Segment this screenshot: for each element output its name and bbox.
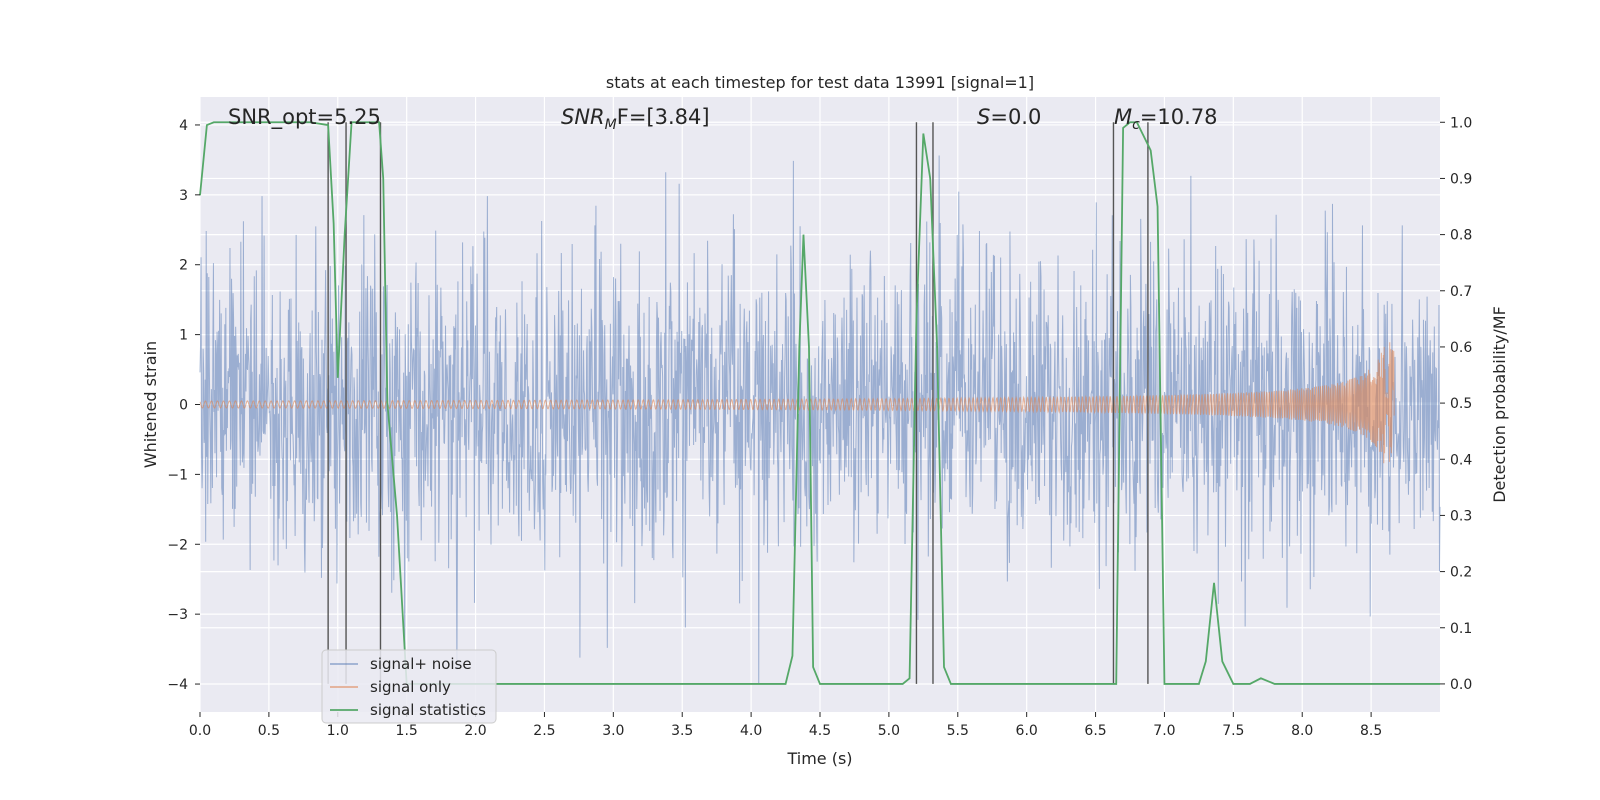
x-tick-label-0: 0.0: [189, 723, 211, 739]
x-axis-label: Time (s): [786, 749, 852, 768]
x-tick-label-15: 7.5: [1222, 723, 1244, 739]
x-tick-label-16: 8.0: [1291, 723, 1313, 739]
x-tick-label-9: 4.5: [809, 723, 831, 739]
y2-tick-label-7: 0.7: [1450, 284, 1472, 300]
y2-tick-label-8: 0.8: [1450, 228, 1472, 244]
y2-tick-label-5: 0.5: [1450, 396, 1472, 412]
legend: signal+ noise signal only signal statist…: [321, 649, 497, 724]
y-tick-label-3: −1: [167, 467, 188, 483]
x-tick-label-3: 1.5: [396, 723, 418, 739]
y-axis-label: Whitened strain: [141, 341, 160, 468]
noise-series: [199, 155, 1441, 685]
legend-label-stats: signal statistics: [370, 701, 486, 719]
y-tick-label-5: 1: [179, 328, 188, 344]
x-tick-label-5: 2.5: [533, 723, 555, 739]
x-tick-label-14: 7.0: [1153, 723, 1175, 739]
legend-label-signal: signal only: [370, 678, 451, 696]
snr-mf-main: SNR: [561, 105, 605, 129]
y-tick-label-8: 4: [179, 118, 188, 134]
x-tick-label-12: 6.0: [1016, 723, 1038, 739]
noise-line: [199, 155, 1441, 685]
snr-opt-annotation: SNR_opt=5.25: [228, 105, 381, 130]
snr-mf-annotation: SNRMF=[3.84]: [561, 105, 710, 133]
snr-mf-sub: M: [605, 117, 617, 133]
mc-annotation: Mc=10.78: [1114, 105, 1218, 133]
s-main: S: [977, 105, 990, 129]
x-tick-label-1: 0.5: [258, 723, 280, 739]
chart-title: stats at each timestep for test data 139…: [606, 73, 1034, 92]
mc-rest: =10.78: [1140, 105, 1218, 129]
y2-tick-label-1: 0.1: [1450, 621, 1472, 637]
y2-tick-label-3: 0.3: [1450, 508, 1472, 524]
y2-tick-label-0: 0.0: [1450, 677, 1472, 693]
stats-line: [199, 121, 1440, 685]
s-rest: =0.0: [990, 105, 1041, 129]
legend-label-noise: signal+ noise: [370, 655, 472, 673]
y2-tick-label-6: 0.6: [1450, 340, 1472, 356]
x-tick-label-17: 8.5: [1360, 723, 1382, 739]
x-tick-label-13: 6.5: [1084, 723, 1106, 739]
y2-tick-label-10: 1.0: [1450, 115, 1472, 131]
x-tick-label-8: 4.0: [740, 723, 762, 739]
y-tick-label-7: 3: [179, 188, 188, 204]
s-annotation: S=0.0: [977, 105, 1041, 129]
snr-mf-rest: F=[3.84]: [617, 105, 710, 129]
x-tick-label-2: 1.0: [327, 723, 349, 739]
stats-series: [199, 121, 1440, 685]
axes-layer: 0.0 0.5 1.0 1.5 2.0 2.5 3.0 3.5 4.0 4.5 5.0 5.5 6.0 6…: [167, 115, 1472, 739]
x-tick-label-6: 3.0: [602, 723, 624, 739]
y-tick-label-0: −4: [167, 677, 188, 693]
mc-sub: c: [1132, 117, 1140, 133]
x-tick-label-11: 5.5: [947, 723, 969, 739]
x-tick-label-10: 5.0: [878, 723, 900, 739]
y2-tick-label-4: 0.4: [1450, 452, 1472, 468]
y-tick-label-4: 0: [179, 398, 188, 414]
y-tick-label-1: −3: [167, 607, 188, 623]
mc-main: M: [1114, 105, 1132, 129]
right-axis-label: Detection probability/MF: [1490, 306, 1509, 503]
legend-box: [321, 649, 497, 724]
y-tick-label-2: −2: [167, 537, 188, 553]
x-tick-label-4: 2.0: [464, 723, 486, 739]
y-tick-label-6: 2: [179, 258, 188, 274]
x-tick-label-7: 3.5: [671, 723, 693, 739]
y2-tick-label-2: 0.2: [1450, 565, 1472, 581]
y2-tick-label-9: 0.9: [1450, 171, 1472, 187]
